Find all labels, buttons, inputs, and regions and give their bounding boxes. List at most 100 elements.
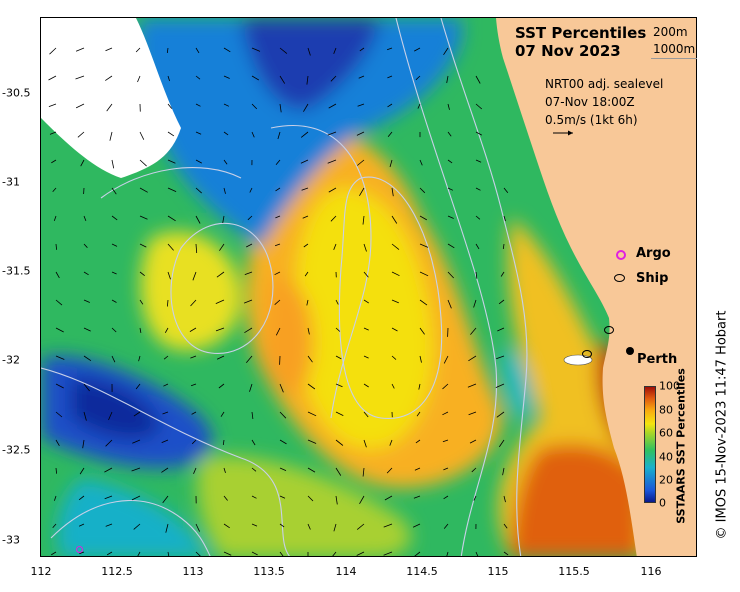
current-vector xyxy=(389,159,393,168)
current-vector xyxy=(244,327,253,334)
current-vector xyxy=(475,271,478,279)
current-vector xyxy=(412,523,421,528)
current-vector xyxy=(475,187,481,191)
current-vector xyxy=(83,355,92,362)
current-vector xyxy=(327,131,337,136)
current-vector xyxy=(193,467,197,474)
current-vector xyxy=(333,47,337,54)
current-vector xyxy=(496,355,505,360)
ship-position-icon[interactable] xyxy=(604,326,614,334)
current-vector xyxy=(447,271,454,279)
current-vector xyxy=(391,243,400,250)
current-vector xyxy=(195,47,200,54)
current-vector xyxy=(80,159,85,167)
current-vector xyxy=(83,271,89,276)
current-vector xyxy=(414,467,421,471)
current-vector xyxy=(442,411,449,416)
current-vector xyxy=(195,523,200,532)
current-vector xyxy=(49,131,57,135)
x-tick-label: 114.5 xyxy=(406,565,438,578)
current-vector xyxy=(131,467,141,472)
cloud-mask xyxy=(41,18,181,178)
current-vector xyxy=(391,383,395,389)
current-vector xyxy=(219,243,225,251)
current-vector xyxy=(303,243,309,248)
current-vector xyxy=(391,271,400,277)
current-vector xyxy=(167,299,169,307)
current-vector xyxy=(279,439,287,445)
current-vector xyxy=(363,243,367,252)
current-vector xyxy=(251,47,261,52)
current-vector xyxy=(391,187,394,197)
current-vector xyxy=(132,439,141,444)
current-vector xyxy=(279,75,286,84)
current-vector xyxy=(167,75,170,82)
current-vector xyxy=(447,187,454,191)
current-vector xyxy=(279,47,288,54)
current-vector xyxy=(279,411,287,419)
map-area[interactable]: SST Percentiles 07 Nov 2023 200m 1000m N… xyxy=(40,17,697,557)
current-vector xyxy=(139,131,145,140)
ship-legend-icon xyxy=(614,274,625,282)
current-vector xyxy=(223,47,231,53)
x-tick-label: 114 xyxy=(335,565,357,578)
current-vector xyxy=(139,243,147,248)
argo-float-icon[interactable] xyxy=(76,546,83,553)
current-vector xyxy=(82,439,85,449)
current-vector xyxy=(275,187,281,192)
current-vector xyxy=(304,271,309,277)
perth-location-icon xyxy=(626,347,634,355)
current-vector xyxy=(502,243,505,250)
x-tick-label: 112.5 xyxy=(101,565,133,578)
current-vector xyxy=(500,271,505,277)
current-vector xyxy=(279,523,285,528)
current-vector xyxy=(443,467,449,471)
current-vector xyxy=(138,355,141,362)
current-vector xyxy=(131,495,141,501)
current-vector xyxy=(497,327,505,332)
current-vector xyxy=(419,271,429,277)
current-vector xyxy=(391,215,398,224)
argo-legend-label: Argo xyxy=(636,246,671,261)
current-vector xyxy=(446,75,449,84)
current-vector xyxy=(105,47,113,52)
current-vector xyxy=(356,523,365,530)
current-vector xyxy=(195,215,201,224)
current-vector xyxy=(111,271,117,275)
current-vector xyxy=(83,383,90,392)
current-vector xyxy=(335,439,344,446)
current-vector xyxy=(419,159,423,166)
ship-position-icon[interactable] xyxy=(582,350,592,358)
current-vector xyxy=(503,523,508,529)
current-vector xyxy=(328,187,337,193)
current-vector xyxy=(274,243,281,247)
current-vector xyxy=(386,47,393,51)
current-vector xyxy=(164,327,169,333)
current-vector xyxy=(77,131,85,138)
current-vector xyxy=(195,103,201,107)
current-vector xyxy=(137,551,141,556)
colorbar xyxy=(644,386,656,503)
current-vector xyxy=(161,439,169,443)
credit-text: © IMOS 15-Nov-2023 11:47 Hobart xyxy=(714,310,730,540)
current-vector xyxy=(48,103,57,107)
current-vector xyxy=(358,75,365,79)
current-vector xyxy=(419,355,422,363)
current-vector xyxy=(167,187,177,192)
current-vector xyxy=(442,439,449,443)
current-vector xyxy=(473,495,477,501)
x-tick-label: 113 xyxy=(182,565,204,578)
current-vector xyxy=(195,243,198,254)
current-vector xyxy=(55,411,63,418)
current-vector xyxy=(443,523,449,529)
current-vector xyxy=(414,551,421,556)
current-vector xyxy=(469,439,477,444)
colorbar-tick: 40 xyxy=(659,450,673,464)
y-tick-label: -30.5 xyxy=(2,86,31,100)
current-vector xyxy=(53,215,57,222)
current-vector xyxy=(447,243,455,249)
current-vector xyxy=(419,243,429,248)
current-vector xyxy=(195,187,202,194)
current-vector xyxy=(166,47,169,54)
current-vector xyxy=(245,355,253,363)
